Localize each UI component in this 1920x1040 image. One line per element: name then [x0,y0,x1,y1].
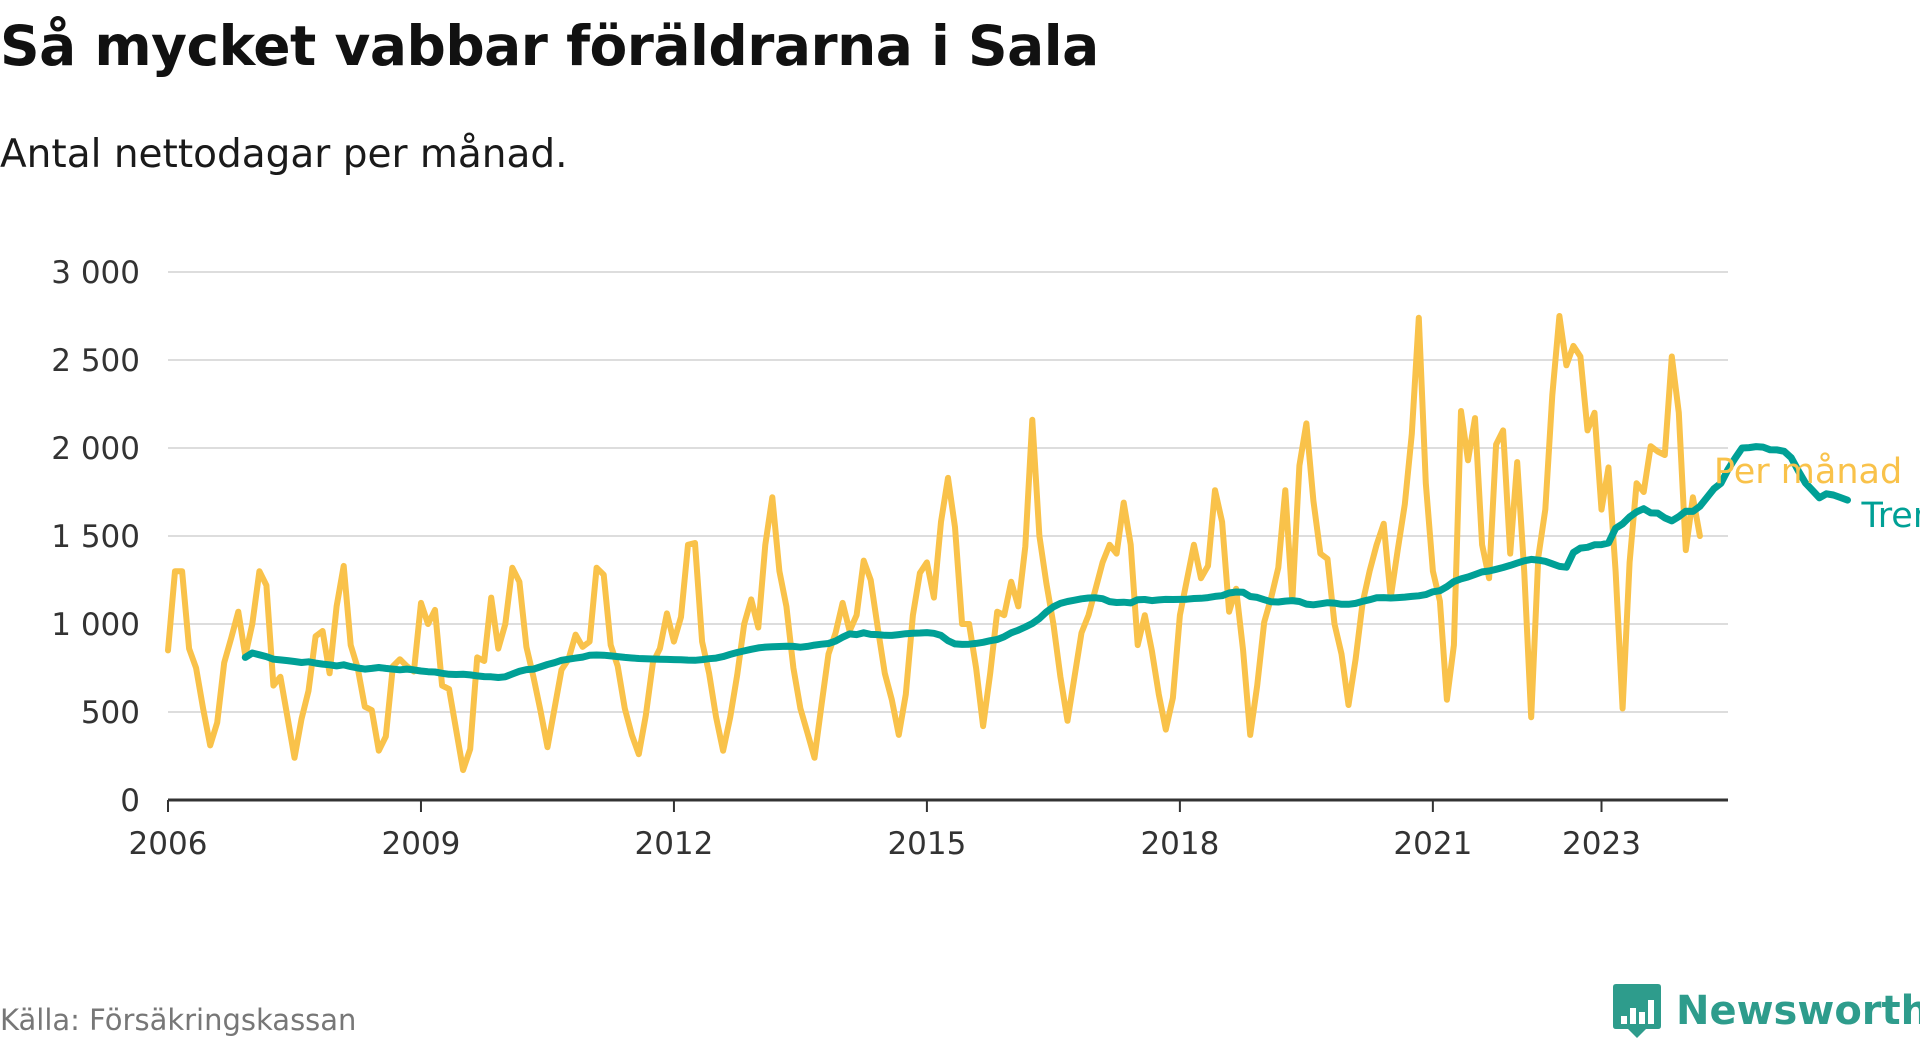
x-tick-label: 2018 [1140,826,1219,862]
y-tick-label: 0 [120,783,140,819]
x-tick-label: 2023 [1562,826,1641,862]
x-tick-label: 2009 [382,826,461,862]
x-tick-label: 2015 [887,826,966,862]
y-tick-label: 500 [81,695,140,731]
series-line-per-manad [165,313,1703,774]
x-tick-label: 2012 [634,826,713,862]
y-tick-label: 1 000 [51,607,140,643]
brand-logo[interactable]: Newsworthy [1612,982,1920,1040]
chart-subtitle: Antal nettodagar per månad. [0,132,568,177]
series-line-trend [241,443,1851,681]
source-note: Källa: Försäkringskassan [0,1003,357,1037]
newsworthy-logo-icon [1613,984,1661,1038]
y-tick-label: 3 000 [51,255,140,291]
legend-label-trend: Trend [1860,496,1920,536]
x-tick-label: 2021 [1393,826,1472,862]
x-tick-label: 2006 [129,826,208,862]
chart-title: Så mycket vabbar föräldrarna i Sala [0,14,1099,78]
y-tick-label: 1 500 [51,519,140,555]
y-tick-label: 2 000 [51,431,140,467]
brand-name: Newsworthy [1676,988,1920,1034]
legend-label-per-manad: Per månad [1714,451,1902,492]
y-tick-label: 2 500 [51,343,140,379]
